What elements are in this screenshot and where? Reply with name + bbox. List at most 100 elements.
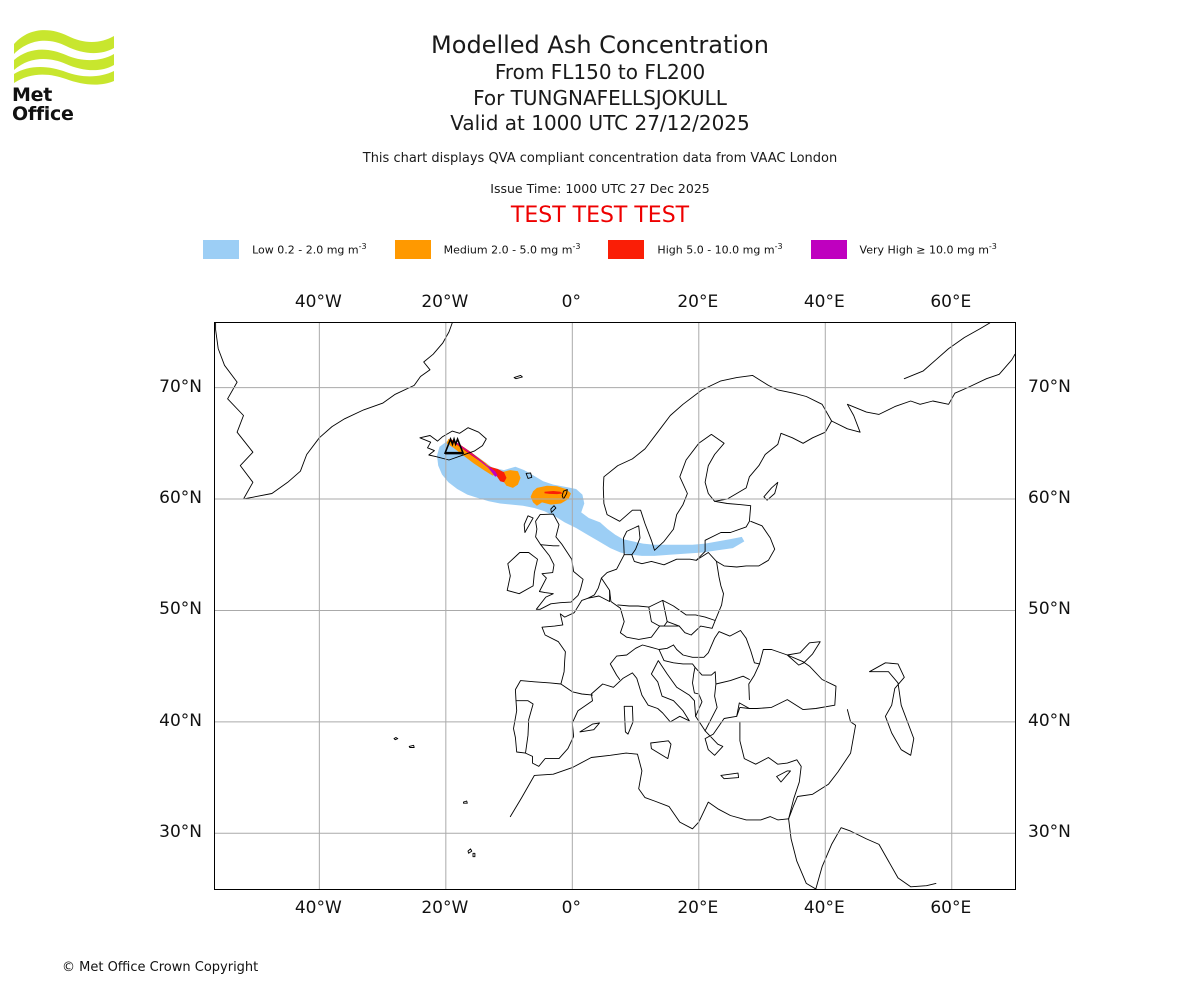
axis-label-lon-top: 0° (561, 292, 581, 312)
coastline (419, 427, 487, 461)
axis-label-lat-right: 40°N (1028, 710, 1071, 731)
valid-time-subtitle: Valid at 1000 UTC 27/12/2025 (450, 111, 750, 135)
coastline (720, 772, 740, 780)
met-office-wave-icon (14, 30, 114, 85)
coastline (903, 323, 991, 380)
concentration-legend: Low 0.2 - 2.0 mg m-3 Medium 2.0 - 5.0 mg… (0, 240, 1200, 259)
coastline (579, 722, 600, 733)
met-office-logo: Met Office (12, 24, 116, 124)
axis-label-lon-top: 60°E (930, 292, 972, 312)
axis-label-lon-top: 20°E (677, 292, 719, 312)
coastline (658, 649, 703, 717)
axis-label-lon-top: 40°W (294, 292, 342, 312)
legend-swatch-low (203, 240, 240, 259)
coastline (673, 630, 760, 665)
coastline-layer (215, 323, 1015, 889)
coastline (715, 675, 750, 685)
coastline (560, 683, 593, 696)
axis-label-lat-left: 70°N (159, 376, 202, 397)
coastline (540, 544, 560, 547)
met-office-wordmark: Met Office (12, 84, 74, 125)
coastline (648, 606, 661, 627)
coastline (736, 702, 750, 717)
coastline (243, 323, 453, 500)
axis-label-lon-top: 20°W (421, 292, 469, 312)
map-canvas (215, 323, 1015, 889)
coastline (535, 513, 584, 610)
coastline (716, 520, 776, 568)
ash-area-low (437, 441, 745, 556)
issue-time-text: Issue Time: 1000 UTC 27 Dec 2025 (490, 180, 710, 196)
ash-area-high-shetland (544, 491, 563, 495)
legend-item-high: High 5.0 - 10.0 mg m-3 (608, 240, 783, 259)
axis-label-lon-bottom: 20°W (421, 898, 469, 918)
coastline (516, 700, 534, 754)
coastline (609, 589, 668, 640)
coastline (523, 515, 534, 533)
coastline (393, 737, 399, 741)
axis-label-lat-left: 30°N (159, 822, 202, 843)
ash-concentration-map (214, 322, 1016, 890)
coastline (776, 770, 791, 783)
title-block: Modelled Ash Concentration From FL150 to… (0, 0, 1200, 229)
coastline (666, 620, 716, 636)
coastline (831, 353, 1015, 433)
legend-swatch-high (608, 240, 645, 259)
axis-label-lat-right: 30°N (1028, 822, 1071, 843)
test-banner: TEST TEST TEST (510, 202, 690, 228)
graticule-layer (215, 323, 1015, 889)
coastline (786, 641, 821, 666)
legend-item-low: Low 0.2 - 2.0 mg m-3 (203, 240, 367, 259)
coastline (408, 744, 415, 748)
volcano-subtitle: For TUNGNAFELLSJOKULL (473, 85, 727, 110)
legend-label-low: Low 0.2 - 2.0 mg m-3 (252, 242, 367, 257)
coastline (509, 752, 817, 889)
disclaimer-text: This chart displays QVA compliant concen… (362, 150, 838, 166)
coastline (623, 705, 634, 735)
coastline (602, 374, 833, 551)
axis-label-lon-bottom: 40°E (803, 898, 845, 918)
coastline (513, 374, 523, 380)
flight-level-subtitle: From FL150 to FL200 (494, 60, 706, 84)
coastline (513, 554, 837, 767)
coastline (650, 740, 672, 760)
axis-label-lat-right: 50°N (1028, 599, 1071, 620)
legend-label-very-high: Very High ≥ 10.0 mg m-3 (859, 242, 997, 257)
coastline (763, 481, 779, 501)
axis-label-lon-top: 40°E (803, 292, 845, 312)
copyright-text: © Met Office Crown Copyright (62, 960, 259, 975)
axis-label-lon-bottom: 40°W (294, 898, 342, 918)
legend-item-medium: Medium 2.0 - 5.0 mg m-3 (394, 240, 580, 259)
axis-label-lat-right: 70°N (1028, 376, 1071, 397)
coastline (623, 525, 641, 556)
coastline (694, 666, 718, 732)
coastline (631, 500, 752, 566)
volcano-symbol-icon (443, 436, 465, 455)
coastline (215, 323, 254, 500)
page-title: Modelled Ash Concentration (431, 31, 769, 59)
legend-swatch-medium (394, 240, 431, 259)
axis-label-lon-bottom: 60°E (930, 898, 972, 918)
axis-label-lat-left: 60°N (159, 488, 202, 509)
ash-area-medium-shetland (530, 485, 571, 506)
coastline (869, 662, 915, 756)
axis-label-lat-left: 50°N (159, 599, 202, 620)
axis-label-lon-bottom: 0° (561, 898, 581, 918)
axis-label-lat-left: 40°N (159, 710, 202, 731)
coastline (472, 852, 476, 858)
coastline (467, 848, 473, 854)
coastline (815, 827, 937, 889)
coastline (463, 800, 468, 804)
volcano-marker (443, 436, 465, 455)
ash-concentration-layer (437, 438, 745, 556)
coastline (525, 472, 533, 479)
coastline (788, 709, 857, 820)
ash-area-high-core (449, 438, 507, 483)
ash-area-very-high (450, 439, 498, 477)
legend-item-very-high: Very High ≥ 10.0 mg m-3 (810, 240, 997, 259)
coastline (587, 577, 611, 602)
coastline (506, 552, 538, 595)
coastline (561, 489, 568, 500)
coastline (550, 505, 557, 513)
axis-label-lon-bottom: 20°E (677, 898, 719, 918)
